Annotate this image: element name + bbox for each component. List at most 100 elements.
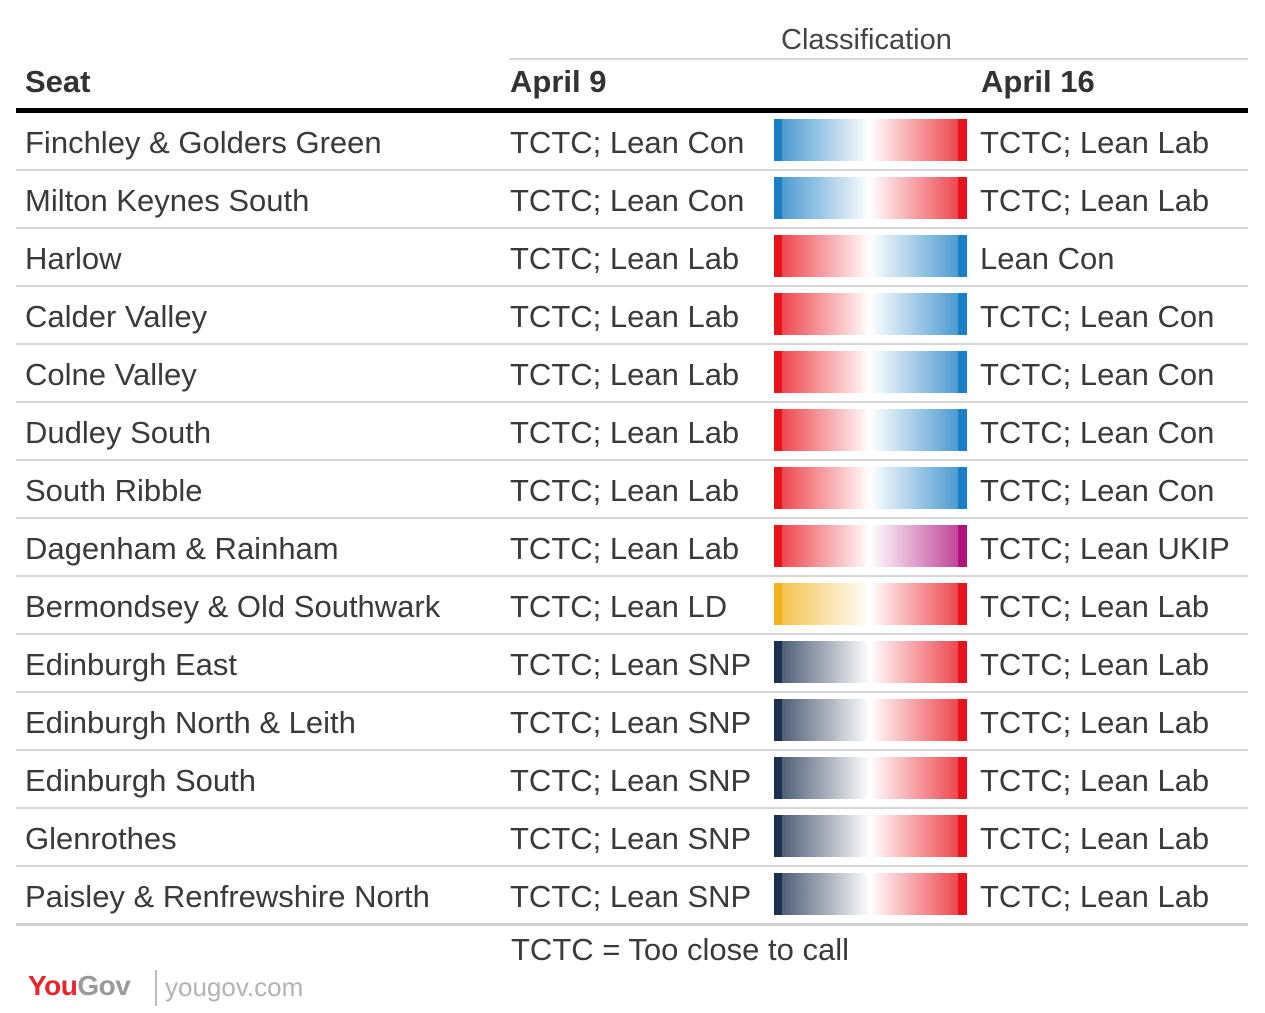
table-row: Harlow TCTC; Lean Lab Lean Con	[16, 229, 1248, 287]
footnote: TCTC = Too close to call	[511, 932, 849, 967]
april9-classification: TCTC; Lean Lab	[510, 415, 740, 450]
shift-gradient-bar	[774, 815, 967, 857]
shift-gradient-bar	[774, 235, 967, 277]
to-party-swatch	[958, 525, 967, 567]
to-party-swatch	[958, 757, 967, 799]
to-party-fade	[870, 235, 958, 277]
shift-gradient-bar	[774, 409, 967, 451]
to-party-swatch	[958, 641, 967, 683]
april16-column-header: April 16	[981, 64, 1095, 99]
april9-classification: TCTC; Lean SNP	[510, 705, 752, 740]
to-party-fade	[870, 293, 958, 335]
from-party-swatch	[774, 583, 782, 625]
shift-gradient-bar	[774, 873, 967, 915]
to-party-fade	[870, 873, 958, 915]
from-party-swatch	[774, 293, 782, 335]
april16-classification: TCTC; Lean Con	[980, 299, 1215, 334]
shift-gradient-bar	[774, 177, 967, 219]
april9-classification: TCTC; Lean SNP	[510, 647, 752, 682]
to-party-fade	[870, 815, 958, 857]
to-party-swatch	[958, 293, 967, 335]
to-party-fade	[870, 351, 958, 393]
table-row: Finchley & Golders Green TCTC; Lean Con TC…	[16, 113, 1248, 171]
seat-name: Glenrothes	[25, 821, 177, 856]
from-party-swatch	[774, 699, 782, 741]
table-row: Calder Valley TCTC; Lean Lab TCTC; Lean Co…	[16, 287, 1248, 345]
from-party-swatch	[774, 815, 782, 857]
from-party-fade	[782, 351, 870, 393]
to-party-fade	[870, 583, 958, 625]
from-party-swatch	[774, 467, 782, 509]
from-party-fade	[782, 409, 870, 451]
seat-name: Harlow	[25, 241, 122, 276]
shift-gradient-bar	[774, 467, 967, 509]
to-party-swatch	[958, 177, 967, 219]
to-party-fade	[870, 409, 958, 451]
seat-name: Dagenham & Rainham	[25, 531, 339, 566]
logo-divider	[155, 970, 157, 1006]
classification-heading: Classification	[781, 24, 952, 56]
seat-name: Colne Valley	[25, 357, 197, 392]
from-party-fade	[782, 699, 870, 741]
from-party-fade	[782, 873, 870, 915]
from-party-fade	[782, 583, 870, 625]
seat-name: South Ribble	[25, 473, 203, 508]
april9-classification: TCTC; Lean Con	[510, 183, 745, 218]
to-party-swatch	[958, 119, 967, 161]
seat-name: Milton Keynes South	[25, 183, 310, 218]
april16-classification: TCTC; Lean Lab	[980, 879, 1210, 914]
april9-classification: TCTC; Lean Lab	[510, 241, 740, 276]
table-row: Milton Keynes South TCTC; Lean Con TCTC; L…	[16, 171, 1248, 229]
seat-name: Edinburgh North & Leith	[25, 705, 356, 740]
shift-gradient-bar	[774, 583, 967, 625]
from-party-swatch	[774, 351, 782, 393]
april16-classification: TCTC; Lean UKIP	[980, 531, 1230, 566]
from-party-swatch	[774, 525, 782, 567]
from-party-fade	[782, 525, 870, 567]
april16-classification: TCTC; Lean Lab	[980, 125, 1210, 160]
from-party-fade	[782, 757, 870, 799]
april9-classification: TCTC; Lean Lab	[510, 299, 740, 334]
to-party-fade	[870, 641, 958, 683]
from-party-swatch	[774, 873, 782, 915]
april9-classification: TCTC; Lean LD	[510, 589, 728, 624]
seat-name: Bermondsey & Old Southwark	[25, 589, 441, 624]
table-row: Edinburgh North & Leith TCTC; Lean SNP TCT…	[16, 693, 1248, 751]
table-row: Dudley South TCTC; Lean Lab TCTC; Lean Con	[16, 403, 1248, 461]
april16-classification: TCTC; Lean Lab	[980, 589, 1210, 624]
shift-gradient-bar	[774, 699, 967, 741]
to-party-swatch	[958, 873, 967, 915]
to-party-fade	[870, 177, 958, 219]
from-party-swatch	[774, 119, 782, 161]
seat-table: Finchley & Golders Green TCTC; Lean Con TC…	[16, 113, 1248, 926]
april9-column-header: April 9	[510, 64, 607, 99]
to-party-swatch	[958, 815, 967, 857]
from-party-swatch	[774, 641, 782, 683]
to-party-fade	[870, 525, 958, 567]
to-party-swatch	[958, 409, 967, 451]
april16-classification: TCTC; Lean Con	[980, 473, 1215, 508]
april16-classification: TCTC; Lean Lab	[980, 647, 1210, 682]
from-party-swatch	[774, 409, 782, 451]
april16-classification: TCTC; Lean Lab	[980, 821, 1210, 856]
seat-name: Edinburgh East	[25, 647, 237, 682]
from-party-swatch	[774, 177, 782, 219]
april9-classification: TCTC; Lean SNP	[510, 763, 752, 798]
april9-classification: TCTC; Lean SNP	[510, 821, 752, 856]
april9-classification: TCTC; Lean Lab	[510, 473, 740, 508]
yougov-url: yougov.com	[165, 972, 304, 1002]
seat-name: Edinburgh South	[25, 763, 256, 798]
to-party-fade	[870, 467, 958, 509]
april16-classification: TCTC; Lean Lab	[980, 183, 1210, 218]
april9-classification: TCTC; Lean Con	[510, 125, 745, 160]
shift-gradient-bar	[774, 525, 967, 567]
shift-gradient-bar	[774, 351, 967, 393]
to-party-swatch	[958, 235, 967, 277]
header-rule	[16, 108, 1248, 113]
april9-classification: TCTC; Lean Lab	[510, 357, 740, 392]
seat-name: Paisley & Renfrewshire North	[25, 879, 430, 914]
to-party-fade	[870, 757, 958, 799]
april16-classification: Lean Con	[980, 241, 1115, 276]
april9-classification: TCTC; Lean Lab	[510, 531, 740, 566]
table-row: Edinburgh East TCTC; Lean SNP TCTC; Lean L…	[16, 635, 1248, 693]
